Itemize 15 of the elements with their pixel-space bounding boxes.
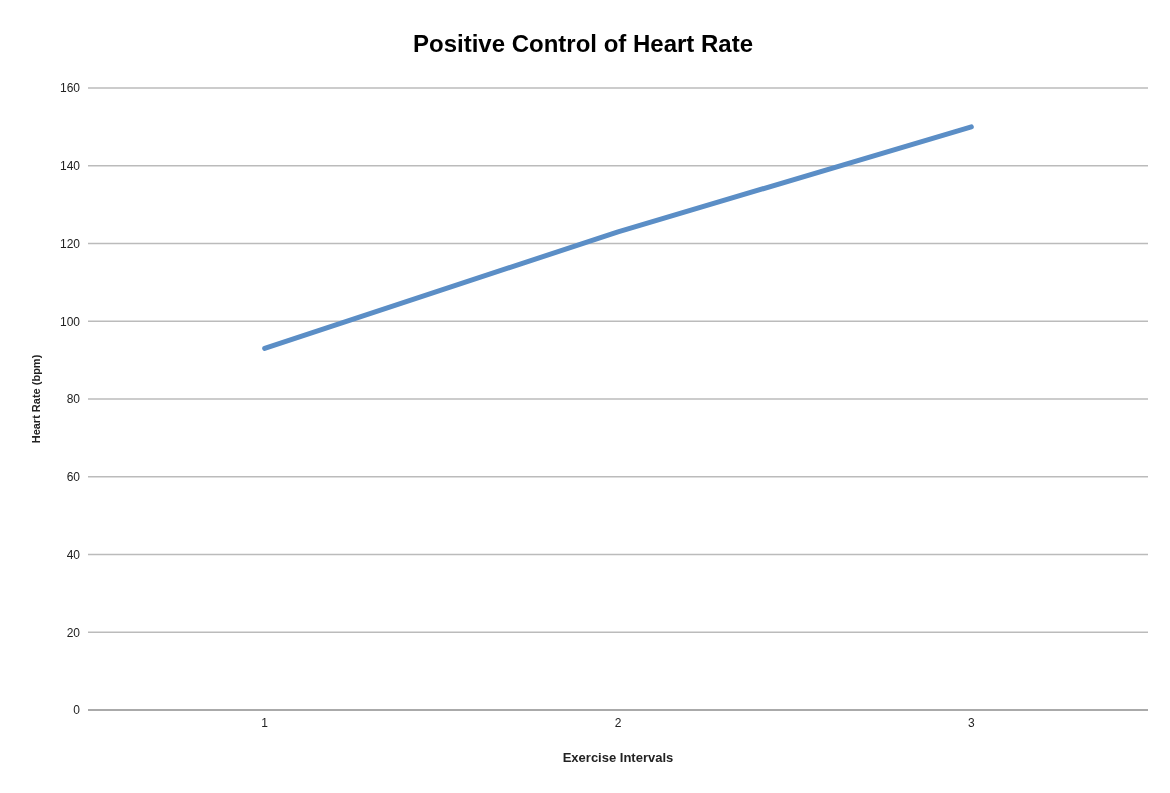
x-tick-label: 2 <box>614 715 622 730</box>
x-tick-label: 1 <box>261 715 269 730</box>
x-tick-label: 3 <box>967 715 975 730</box>
y-tick-label: 160 <box>59 81 81 96</box>
y-tick-label: 40 <box>66 547 81 562</box>
y-tick-label: 60 <box>66 470 81 485</box>
chart-title: Positive Control of Heart Rate <box>411 29 755 59</box>
y-tick-label: 80 <box>66 392 81 407</box>
y-tick-label: 140 <box>59 159 81 174</box>
y-tick-label: 0 <box>73 703 81 718</box>
y-tick-label: 100 <box>59 314 81 329</box>
x-axis-title: Exercise Intervals <box>562 750 674 765</box>
y-axis-title: Heart Rate (bpm) <box>29 354 42 444</box>
y-tick-label: 20 <box>66 625 81 640</box>
y-tick-label: 120 <box>59 236 81 251</box>
